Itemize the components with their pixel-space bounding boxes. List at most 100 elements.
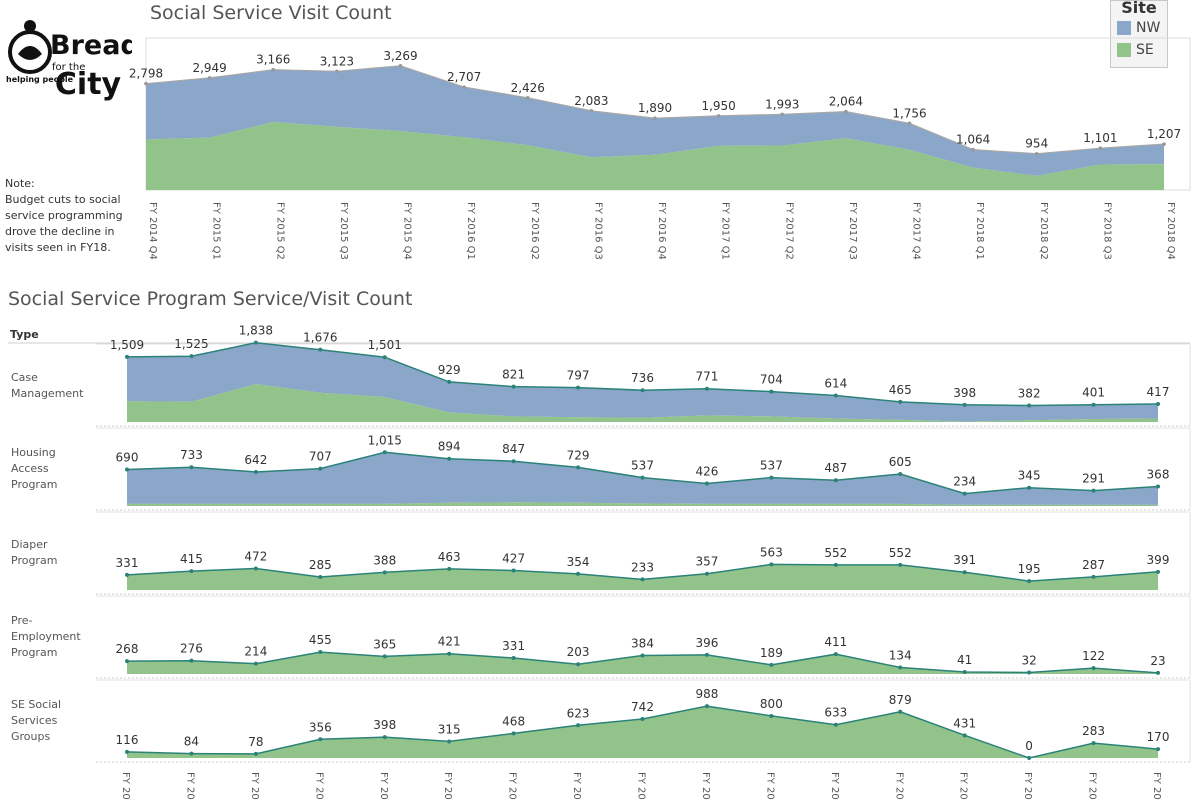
top-total-label: 1,890 — [638, 101, 672, 115]
panel-value-label: 797 — [567, 369, 590, 383]
panel-value-label: 879 — [889, 693, 912, 707]
panel-total-point — [769, 662, 774, 667]
legend-swatch-nw — [1117, 21, 1131, 35]
top-total-point — [144, 81, 148, 86]
bottom-x-tick-label: FY 20 — [958, 772, 969, 800]
top-x-tick-label: FY 2016 Q3 — [592, 202, 603, 260]
note-line: service programming — [5, 209, 123, 222]
panel-value-label: 417 — [1147, 385, 1170, 399]
panel-area-se — [127, 384, 1158, 422]
panel-value-label: 455 — [309, 633, 332, 647]
panel-total-point — [640, 388, 645, 393]
panel-value-label: 552 — [889, 546, 912, 560]
panel-total-point — [189, 354, 194, 359]
panel-total-point — [511, 568, 516, 573]
panel-value-label: 368 — [1147, 468, 1170, 482]
panel-total-point — [1091, 402, 1096, 407]
panel-total-point — [511, 731, 516, 736]
panel-value-label: 729 — [567, 448, 590, 462]
bottom-x-tick-label: FY 20 — [700, 772, 711, 800]
top-total-label: 2,426 — [511, 81, 545, 95]
panel-total-point — [382, 450, 387, 455]
panel-total-point — [382, 355, 387, 360]
top-total-label: 2,798 — [129, 67, 163, 81]
panel-value-label: 356 — [309, 720, 332, 734]
panel-value-label: 189 — [760, 646, 783, 660]
row-label-line: Services — [11, 714, 58, 727]
top-x-tick-label: FY 2014 Q4 — [147, 202, 158, 260]
legend-item-nw[interactable]: NW — [1117, 17, 1161, 39]
panel-total-point — [898, 709, 903, 714]
panel-total-point — [253, 751, 258, 756]
panel-value-label: 331 — [116, 556, 139, 570]
panel-value-label: 388 — [373, 553, 396, 567]
panel-value-label: 463 — [438, 550, 461, 564]
bottom-x-tick-label: FY 20 — [764, 772, 775, 800]
top-total-label: 954 — [1025, 137, 1048, 151]
panel-value-label: 276 — [180, 642, 203, 656]
top-total-label: 1,950 — [701, 99, 735, 113]
panel-total-point — [1156, 747, 1160, 752]
top-total-point — [971, 147, 975, 152]
top-x-tick-label: FY 2018 Q3 — [1101, 202, 1112, 260]
panel-value-label: 1,015 — [368, 433, 402, 447]
panel-value-label: 382 — [1018, 387, 1041, 401]
bottom-chart-title: Social Service Program Service/Visit Cou… — [8, 288, 413, 310]
top-total-point — [589, 109, 594, 113]
panel-total-point — [576, 662, 581, 667]
panel-value-label: 690 — [116, 450, 139, 464]
top-chart-title: Social Service Visit Count — [150, 2, 392, 24]
row-label-line: Diaper — [11, 538, 48, 551]
panel-total-point — [769, 389, 774, 394]
panel-total-point — [898, 471, 903, 476]
panel-total-point — [962, 491, 967, 496]
panel-value-label: 391 — [953, 553, 976, 567]
panel-value-label: 116 — [116, 733, 139, 747]
panel-total-point — [1091, 488, 1096, 493]
panel-total-point — [447, 651, 452, 656]
top-total-label: 1,993 — [765, 97, 799, 111]
panel-total-point — [1091, 741, 1096, 746]
bread-for-the-city-logo: Bread for the City helping people — [6, 20, 132, 102]
bottom-x-tick-label: FY 20 — [313, 772, 324, 800]
panel-total-point — [576, 465, 581, 470]
panel-total-point — [318, 466, 323, 471]
top-total-point — [207, 76, 212, 80]
panel-total-point — [1027, 579, 1032, 584]
row-label-line: Access — [11, 462, 49, 475]
top-x-tick-label: FY 2016 Q2 — [529, 202, 540, 260]
note-line: visits seen in FY18. — [5, 241, 111, 254]
type-column-header: Type — [10, 328, 39, 341]
panel-value-label: 771 — [695, 370, 718, 384]
top-total-label: 2,949 — [192, 61, 226, 75]
legend-title: Site — [1121, 0, 1157, 17]
top-total-point — [462, 85, 466, 89]
panel-total-point — [769, 562, 774, 567]
panel-total-point — [833, 652, 838, 657]
panel-value-label: 733 — [180, 448, 203, 462]
panel-total-point — [704, 386, 709, 391]
legend-swatch-se — [1117, 43, 1131, 57]
bottom-x-tick-label: FY 20 — [893, 772, 904, 800]
panel-total-point — [1156, 569, 1160, 574]
panel-total-point — [704, 571, 709, 576]
top-x-tick-label: FY 2018 Q4 — [1165, 202, 1176, 260]
panel-total-point — [318, 737, 323, 742]
panel-total-point — [962, 570, 967, 575]
top-total-label: 3,166 — [256, 53, 290, 67]
panel-total-point — [833, 478, 838, 483]
panel-value-label: 1,525 — [174, 337, 208, 351]
legend[interactable]: Site NW SE — [1110, 0, 1168, 68]
panel-value-label: 929 — [438, 363, 461, 377]
panel-total-point — [640, 475, 645, 480]
panel-total-point — [318, 650, 323, 655]
bottom-x-tick-label: FY 20 — [378, 772, 389, 800]
legend-item-se[interactable]: SE — [1117, 39, 1161, 61]
panel-total-point — [382, 570, 387, 575]
panel-total-point — [189, 465, 194, 470]
row-label-line: Case — [11, 371, 38, 384]
logo-emblem-figure — [18, 46, 42, 60]
top-x-tick-label: FY 2018 Q2 — [1038, 202, 1049, 260]
panel-area-nw — [127, 342, 1158, 422]
